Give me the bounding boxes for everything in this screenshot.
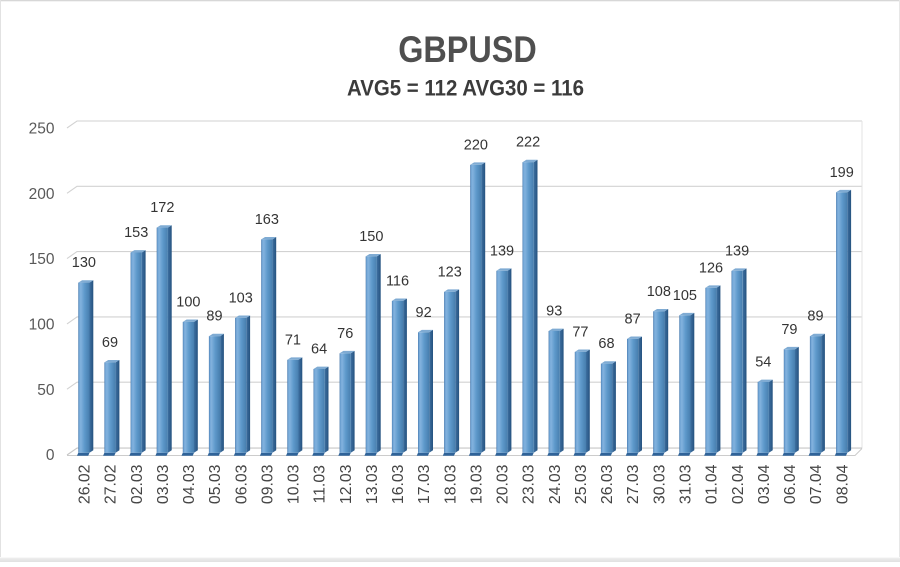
svg-text:71: 71 bbox=[285, 332, 301, 348]
svg-text:100: 100 bbox=[29, 317, 55, 334]
svg-text:220: 220 bbox=[464, 137, 488, 153]
svg-text:92: 92 bbox=[416, 305, 432, 321]
svg-text:103: 103 bbox=[229, 290, 253, 306]
svg-text:06.03: 06.03 bbox=[233, 464, 250, 504]
svg-text:116: 116 bbox=[386, 273, 409, 289]
svg-text:18.03: 18.03 bbox=[442, 464, 459, 504]
svg-text:12.03: 12.03 bbox=[338, 464, 355, 504]
svg-text:AVG5 = 112 AVG30 = 116: AVG5 = 112 AVG30 = 116 bbox=[347, 76, 584, 101]
svg-text:23.03: 23.03 bbox=[521, 464, 538, 504]
svg-text:09.03: 09.03 bbox=[259, 464, 276, 504]
svg-text:24.03: 24.03 bbox=[547, 464, 564, 504]
svg-text:04.03: 04.03 bbox=[181, 464, 198, 504]
svg-text:27.02: 27.02 bbox=[103, 465, 120, 505]
svg-text:64: 64 bbox=[311, 342, 327, 358]
svg-text:02.03: 02.03 bbox=[129, 464, 146, 504]
svg-text:17.03: 17.03 bbox=[416, 464, 433, 504]
svg-text:79: 79 bbox=[781, 322, 797, 338]
svg-text:26.03: 26.03 bbox=[599, 464, 616, 504]
svg-text:105: 105 bbox=[673, 288, 697, 304]
svg-text:06.04: 06.04 bbox=[782, 464, 799, 504]
svg-text:163: 163 bbox=[255, 212, 279, 228]
svg-text:89: 89 bbox=[807, 309, 823, 325]
svg-text:10.03: 10.03 bbox=[286, 464, 303, 504]
svg-text:139: 139 bbox=[490, 243, 514, 259]
svg-text:03.03: 03.03 bbox=[155, 464, 172, 504]
svg-text:77: 77 bbox=[572, 324, 588, 340]
svg-text:222: 222 bbox=[516, 135, 540, 151]
svg-text:25.03: 25.03 bbox=[573, 464, 590, 504]
svg-text:0: 0 bbox=[46, 447, 55, 464]
svg-text:123: 123 bbox=[438, 264, 462, 280]
svg-text:01.04: 01.04 bbox=[704, 464, 721, 504]
svg-text:11.03: 11.03 bbox=[312, 465, 329, 504]
svg-text:02.04: 02.04 bbox=[730, 464, 747, 504]
svg-text:13.03: 13.03 bbox=[364, 464, 381, 504]
svg-text:153: 153 bbox=[124, 225, 148, 241]
svg-text:50: 50 bbox=[37, 382, 55, 399]
svg-text:08.04: 08.04 bbox=[834, 464, 851, 504]
svg-text:76: 76 bbox=[337, 326, 353, 342]
svg-text:07.04: 07.04 bbox=[808, 464, 825, 504]
svg-text:172: 172 bbox=[150, 200, 174, 216]
svg-text:16.03: 16.03 bbox=[390, 464, 407, 504]
svg-text:100: 100 bbox=[176, 294, 200, 310]
svg-text:30.03: 30.03 bbox=[651, 464, 668, 504]
svg-text:69: 69 bbox=[102, 335, 118, 351]
svg-text:126: 126 bbox=[699, 260, 723, 276]
svg-text:68: 68 bbox=[598, 336, 614, 352]
svg-text:250: 250 bbox=[29, 121, 55, 138]
svg-text:87: 87 bbox=[625, 311, 641, 327]
svg-text:54: 54 bbox=[755, 355, 771, 371]
svg-text:03.04: 03.04 bbox=[756, 464, 773, 504]
svg-text:200: 200 bbox=[29, 186, 55, 203]
svg-text:150: 150 bbox=[359, 229, 383, 245]
svg-text:150: 150 bbox=[29, 251, 55, 268]
svg-text:26.02: 26.02 bbox=[77, 465, 94, 505]
svg-text:05.03: 05.03 bbox=[207, 464, 224, 504]
svg-text:199: 199 bbox=[830, 165, 854, 181]
svg-text:19.03: 19.03 bbox=[469, 464, 486, 504]
svg-text:27.03: 27.03 bbox=[625, 464, 642, 504]
svg-text:31.03: 31.03 bbox=[678, 464, 695, 504]
svg-text:89: 89 bbox=[206, 309, 222, 325]
svg-text:108: 108 bbox=[647, 284, 671, 300]
svg-text:GBPUSD: GBPUSD bbox=[398, 29, 537, 70]
svg-text:20.03: 20.03 bbox=[495, 464, 512, 504]
svg-text:139: 139 bbox=[725, 243, 749, 259]
svg-text:130: 130 bbox=[72, 255, 96, 271]
svg-text:93: 93 bbox=[546, 304, 562, 320]
